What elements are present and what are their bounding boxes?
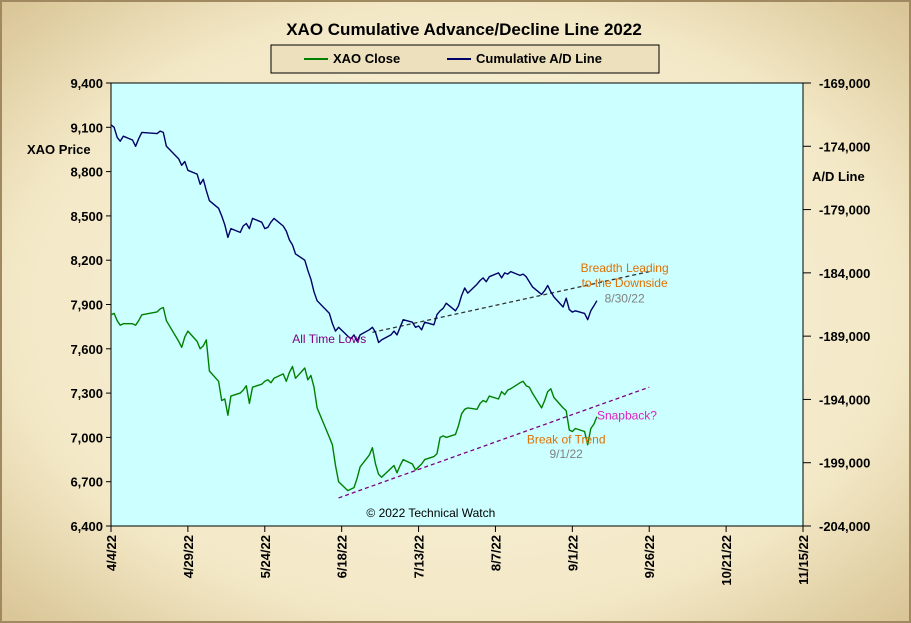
y-right-tick-label: -194,000 bbox=[819, 392, 870, 407]
y-left-tick-label: 8,200 bbox=[70, 253, 103, 268]
annotation-copyright: © 2022 Technical Watch bbox=[366, 506, 495, 520]
annotation-break-date: 9/1/22 bbox=[549, 447, 583, 461]
y-right-tick-label: -199,000 bbox=[819, 456, 870, 471]
annotation-snapback: Snapback? bbox=[597, 409, 657, 423]
x-tick-label: 10/21/22 bbox=[719, 535, 734, 586]
x-axis: 4/4/22 4/29/22 5/24/22 6/18/22 7/13/22 8/7/22… bbox=[104, 526, 811, 586]
lower-trendline bbox=[338, 386, 650, 499]
x-tick-label: 4/29/22 bbox=[181, 535, 196, 578]
series-ad-line bbox=[110, 124, 598, 344]
y-right-tick-label: -174,000 bbox=[819, 139, 870, 154]
y-left-tick-label: 9,400 bbox=[70, 76, 103, 91]
y-left-tick-label: 7,000 bbox=[70, 430, 103, 445]
y-left-tick-label: 7,300 bbox=[70, 386, 103, 401]
annotation-breadth-leading-2: to the Downside bbox=[582, 276, 668, 290]
plot-area bbox=[110, 82, 804, 527]
x-tick-label: 5/24/22 bbox=[258, 535, 273, 578]
y-axis-right-label: A/D Line bbox=[812, 169, 865, 184]
y-left-tick-label: 8,500 bbox=[70, 209, 103, 224]
annotation-break-of-trend: Break of Trend bbox=[527, 432, 606, 446]
y-left-tick-label: 7,900 bbox=[70, 298, 103, 313]
annotation-breadth-leading-1: Breadth Leading bbox=[581, 261, 669, 275]
upper-trendline bbox=[372, 270, 650, 333]
y-left-tick-label: 8,800 bbox=[70, 165, 103, 180]
x-tick-label: 9/26/22 bbox=[642, 535, 657, 578]
legend-label-xao-close: XAO Close bbox=[333, 51, 400, 66]
chart-title: XAO Cumulative Advance/Decline Line 2022 bbox=[286, 20, 642, 39]
legend: XAO Close Cumulative A/D Line bbox=[270, 44, 660, 74]
annotation-breadth-date: 8/30/22 bbox=[605, 291, 645, 305]
y-left-tick-label: 6,700 bbox=[70, 475, 103, 490]
x-tick-label: 8/7/22 bbox=[488, 535, 503, 571]
annotation-all-time-lows: All Time Lows bbox=[292, 332, 366, 346]
y-right-tick-label: -189,000 bbox=[819, 329, 870, 344]
legend-label-ad-line: Cumulative A/D Line bbox=[476, 51, 602, 66]
y-left-tick-label: 7,600 bbox=[70, 342, 103, 357]
y-axis-left: 9,400 9,100 8,800 8,500 8,200 7,900 7,600 7,300… bbox=[70, 76, 111, 534]
x-tick-label: 9/1/22 bbox=[565, 535, 580, 571]
y-axis-left-label: XAO Price bbox=[27, 142, 91, 157]
y-left-tick-label: 6,400 bbox=[70, 519, 103, 534]
y-right-tick-label: -179,000 bbox=[819, 203, 870, 218]
y-right-tick-label: -169,000 bbox=[819, 76, 870, 91]
y-right-tick-label: -184,000 bbox=[819, 266, 870, 281]
y-axis-right: -169,000 -174,000 -179,000 -184,000 -189,000… bbox=[803, 76, 870, 534]
x-tick-label: 6/18/22 bbox=[335, 535, 350, 578]
x-tick-label: 7/13/22 bbox=[412, 535, 427, 578]
y-left-tick-label: 9,100 bbox=[70, 120, 103, 135]
series-xao-close-line bbox=[110, 306, 598, 492]
x-tick-label: 4/4/22 bbox=[104, 535, 119, 571]
series-layer bbox=[110, 124, 598, 492]
y-right-tick-label: -204,000 bbox=[819, 519, 870, 534]
x-tick-label: 11/15/22 bbox=[796, 535, 811, 585]
trendlines bbox=[338, 270, 650, 499]
